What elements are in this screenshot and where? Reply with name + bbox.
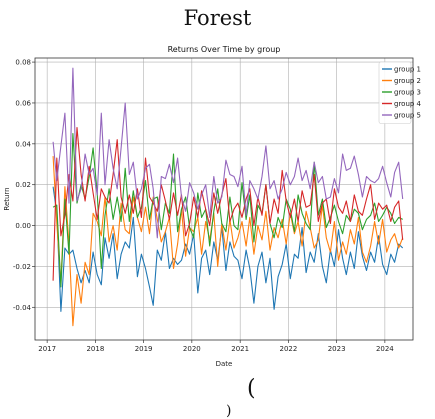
y-tick-label: 0.02 (15, 181, 31, 189)
x-tick-label: 2024 (376, 345, 394, 353)
y-tick-label: -0.04 (13, 304, 32, 312)
series-line-group-4 (52, 126, 404, 281)
y-tick-label: 0.08 (15, 59, 31, 67)
x-axis-label: Date (216, 360, 233, 368)
x-tick-label: 2019 (135, 345, 153, 353)
x-tick-label: 2020 (183, 345, 201, 353)
series-line-group-5 (52, 67, 404, 239)
x-tick-label: 2023 (328, 345, 346, 353)
x-tick-label: 2021 (231, 345, 249, 353)
legend-label: group 1 (394, 66, 421, 74)
axis-ticks: -0.04 -0.02 0.00 0.02 0.04 0.06 0.08 2017 2018 20… (13, 59, 394, 353)
x-tick-label: 2018 (86, 345, 104, 353)
legend-label: group 4 (394, 100, 422, 108)
chart: Returns Over Time by group -0.04 -0.02 0.0… (0, 38, 435, 378)
x-tick-label: 2017 (38, 345, 56, 353)
series-line-group-2 (52, 156, 404, 327)
legend-label: group 2 (394, 77, 421, 85)
series-lines (52, 67, 404, 327)
legend-box (378, 61, 412, 124)
y-tick-label: 0.06 (15, 99, 31, 107)
plot-area-border (34, 57, 414, 341)
page-title: Forest (183, 6, 252, 30)
y-tick-label: 0.00 (15, 222, 31, 230)
bottom-glyph: ( (247, 376, 256, 401)
y-tick-label: -0.02 (13, 263, 31, 271)
y-axis-label: Return (3, 187, 11, 210)
legend-label: group 5 (394, 112, 421, 120)
y-tick-label: 0.04 (15, 140, 31, 148)
legend-label: group 3 (394, 89, 421, 97)
legend: group 1 group 2 group 3 group 4 group 5 (378, 61, 422, 124)
series-line-group-3 (52, 133, 403, 288)
x-tick-label: 2022 (279, 345, 297, 353)
chart-title: Returns Over Time by group (168, 45, 281, 54)
series-line-group-1 (52, 186, 404, 312)
bottom-glyph-2: ) (226, 403, 232, 419)
